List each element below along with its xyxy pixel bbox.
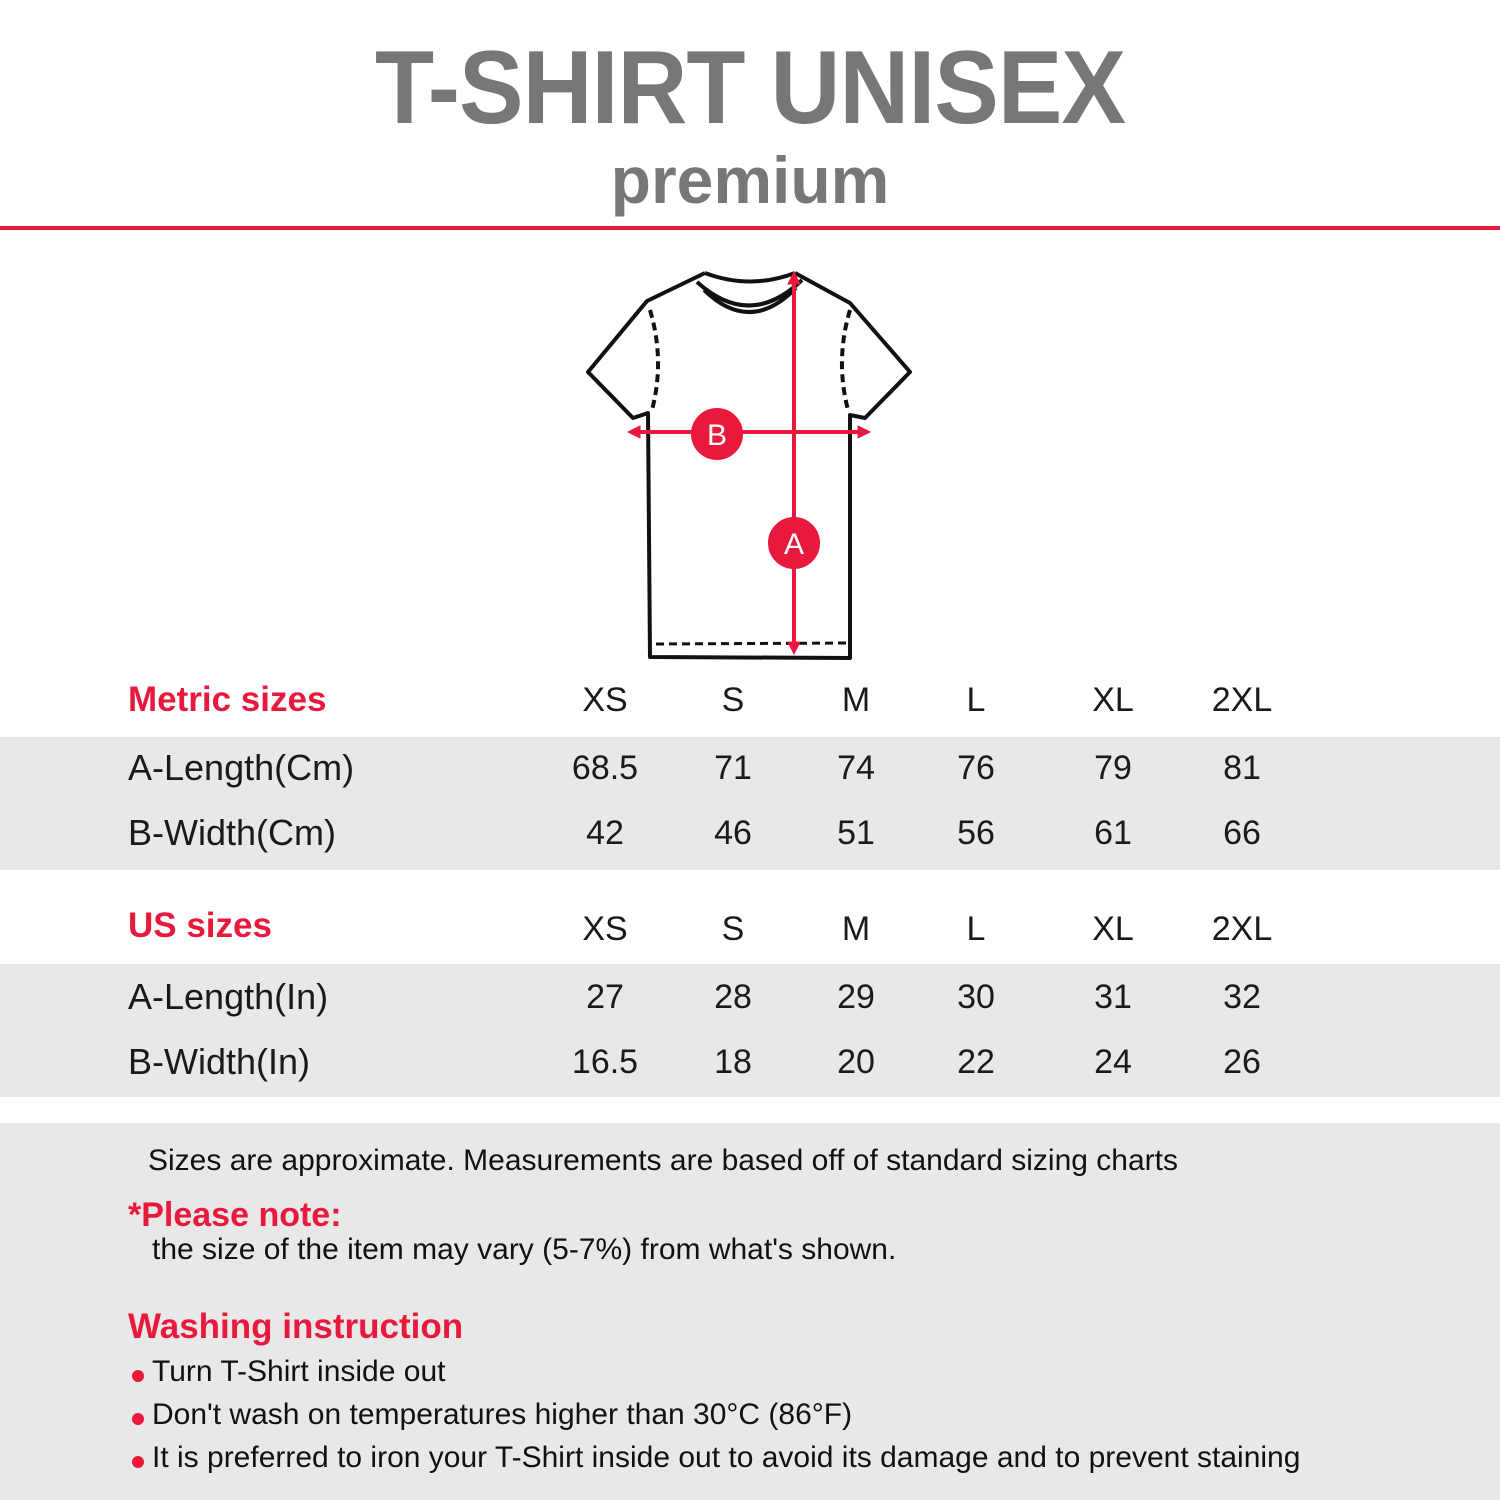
bullet-dot-icon [132,1456,144,1468]
measurement-cell: 81 [1223,749,1261,787]
size-header-cell: 2XL [1211,910,1273,948]
size-header-cell: L [966,910,986,948]
page-subtitle: premium [610,143,890,217]
us-table-band [0,964,1500,1097]
row-label: B-Width(Cm) [128,812,336,853]
label-b: B [707,419,727,452]
measurement-cell: 61 [1094,814,1132,852]
measurement-cell: 42 [586,814,624,852]
measurement-cell: 22 [957,1043,995,1081]
measurement-cell: 18 [714,1043,752,1081]
washing-item: It is preferred to iron your T-Shirt ins… [152,1441,1301,1474]
measurement-cell: 30 [957,978,995,1016]
please-note-text: the size of the item may vary (5-7%) fro… [152,1233,897,1266]
measurement-cell: 16.5 [571,1043,639,1081]
size-header-cell: S [721,681,745,719]
size-header-cell: L [966,681,986,719]
measurement-cell: 29 [837,978,875,1016]
bullet-dot-icon [132,1370,144,1382]
washing-item: Don't wash on temperatures higher than 3… [152,1398,853,1431]
measurement-cell: 31 [1094,978,1132,1016]
badge-a [768,517,820,569]
tshirt-outline-icon [586,271,912,660]
washing-item: Turn T-Shirt inside out [152,1355,446,1388]
measurement-cell: 26 [1223,1043,1261,1081]
measurement-cell: 76 [957,749,995,787]
measurement-cell: 27 [586,978,624,1016]
measurement-cell: 46 [714,814,752,852]
size-header-cell: XL [1092,910,1134,948]
measurement-cell: 74 [837,749,875,787]
measurement-cell: 71 [714,749,752,787]
divider [0,226,1500,230]
measurement-cell: 51 [837,814,875,852]
us-heading: US sizes [128,906,272,945]
measurement-cell: 20 [837,1043,875,1081]
measurement-cell: 56 [957,814,995,852]
measurement-cell: 32 [1223,978,1261,1016]
measurement-cell: 66 [1223,814,1261,852]
approx-note: Sizes are approximate. Measurements are … [148,1144,1178,1177]
metric-heading: Metric sizes [128,680,327,719]
tshirt-diagram: B A [586,270,912,660]
badge-b [691,408,743,460]
washing-heading: Washing instruction [128,1307,464,1346]
size-header-cell: M [841,910,871,948]
please-note-heading: *Please note: [128,1196,342,1234]
size-header-cell: XS [582,681,628,719]
measurement-cell: 68.5 [571,749,639,787]
notes-panel [0,1123,1500,1500]
row-label: A-Length(In) [128,976,329,1017]
measurement-cell: 79 [1094,749,1132,787]
page-title: T-SHIRT UNISEX [374,30,1126,146]
size-header-cell: M [841,681,871,719]
row-label: A-Length(Cm) [128,747,355,788]
row-label: B-Width(In) [128,1041,311,1082]
label-a: A [784,528,804,561]
size-header-cell: S [721,910,745,948]
measurement-cell: 24 [1094,1043,1132,1081]
bullet-dot-icon [132,1413,144,1425]
size-header-cell: 2XL [1211,681,1273,719]
size-header-cell: XS [582,910,628,948]
metric-table-band [0,737,1500,870]
size-header-cell: XL [1092,681,1134,719]
measurement-cell: 28 [714,978,752,1016]
